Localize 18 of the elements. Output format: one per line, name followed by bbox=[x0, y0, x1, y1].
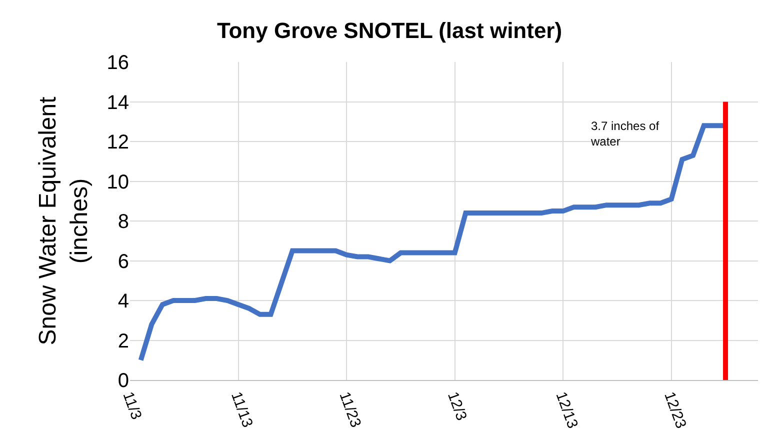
y-tick-label: 2 bbox=[118, 330, 129, 352]
y-tick-label: 6 bbox=[118, 250, 129, 273]
y-tick-label: 0 bbox=[118, 370, 129, 392]
y-tick-label: 8 bbox=[118, 211, 129, 233]
y-tick-label: 14 bbox=[106, 92, 129, 114]
x-tick-label: 11/23 bbox=[336, 390, 364, 430]
y-tick-label: 12 bbox=[106, 132, 129, 154]
x-tick-label: 12/13 bbox=[552, 390, 582, 431]
y-tick-label: 4 bbox=[118, 290, 129, 312]
x-tick-label: 11/13 bbox=[227, 390, 256, 430]
x-tick-label: 12/23 bbox=[660, 390, 690, 431]
annotation: 3.7 inches of water bbox=[590, 119, 660, 149]
y-tick-label: 16 bbox=[106, 52, 129, 74]
y-axis-title: Snow Water Equivalent (inches) bbox=[34, 96, 93, 346]
chart-title: Tony Grove SNOTEL (last winter) bbox=[216, 18, 562, 43]
x-tick-label: 12/3 bbox=[444, 390, 470, 423]
y-tick-label: 10 bbox=[106, 171, 129, 194]
x-tick-label: 11/3 bbox=[119, 390, 145, 422]
